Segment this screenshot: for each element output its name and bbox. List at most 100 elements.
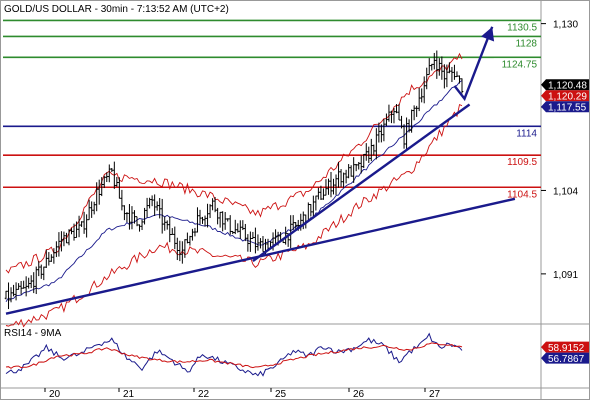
ohlc-bar: [223, 212, 227, 230]
ohlc-bar: [445, 64, 449, 88]
ohlc-bar: [181, 241, 184, 264]
ohlc-bar: [425, 67, 429, 90]
ohlc-bar: [203, 215, 207, 227]
ohlc-bar: [138, 224, 141, 232]
ohlc-bar: [375, 128, 378, 160]
ohlc-bar: [395, 104, 398, 114]
ohlc-bar: [329, 171, 333, 198]
ohlc-bar: [4, 290, 8, 300]
ohlc-bar: [148, 197, 151, 209]
level-label-bg: [499, 188, 539, 200]
ohlc-bar: [123, 205, 126, 221]
rsi-tag: [541, 352, 589, 364]
ohlc-bar: [322, 188, 325, 200]
ohlc-bar: [208, 204, 212, 219]
ohlc-bar: [226, 218, 230, 222]
ohlc-bar: [284, 226, 287, 245]
ohlc-bar: [334, 174, 338, 195]
ohlc-bar: [301, 211, 305, 230]
ohlc-bar: [332, 178, 335, 195]
ohlc-bar: [128, 204, 131, 230]
ohlc-bar: [231, 230, 235, 235]
ohlc-bar: [236, 223, 240, 233]
ohlc-bar: [241, 220, 245, 231]
ohlc-bar: [380, 124, 383, 143]
ohlc-bar: [150, 195, 154, 207]
ohlc-bar: [354, 163, 358, 172]
ohlc-bar: [118, 177, 121, 199]
ohlc-bar: [9, 287, 13, 303]
level-label: 1114: [516, 128, 537, 139]
ohlc-bar: [430, 63, 434, 71]
ohlc-bar: [435, 50, 439, 79]
ohlc-bar: [67, 229, 71, 246]
ohlc-bar: [216, 207, 219, 225]
ohlc-bar: [211, 198, 214, 211]
ohlc-bar: [319, 185, 323, 200]
ohlc-bar: [390, 110, 393, 124]
ohlc-bar: [460, 78, 464, 94]
ohlc-bar: [85, 214, 88, 238]
ohlc-bar: [400, 115, 403, 129]
ohlc-bar: [377, 122, 381, 143]
ohlc-bar: [191, 228, 194, 241]
ohlc-bar: [344, 169, 348, 184]
ohlc-bar: [420, 88, 423, 103]
ohlc-bar: [228, 215, 232, 235]
ohlc-bar: [317, 187, 320, 200]
ohlc-bar: [453, 64, 456, 80]
ohlc-bar: [415, 105, 418, 117]
ohlc-bar: [244, 223, 247, 242]
ohlc-bar: [27, 277, 30, 289]
ohlc-bar: [143, 207, 146, 225]
ohlc-bar: [312, 195, 315, 217]
ohlc-bar: [364, 143, 368, 161]
ohlc-bar: [357, 161, 361, 170]
ohlc-bar: [153, 194, 156, 216]
level-label-bg: [499, 21, 539, 33]
ohlc-bar: [55, 241, 58, 258]
ohlc-bar: [201, 216, 204, 224]
bollinger-band: [5, 103, 463, 328]
ohlc-bar: [165, 220, 169, 230]
ohlc-bar: [17, 283, 20, 290]
ohlc-bar: [402, 124, 406, 149]
ohlc-bar: [173, 226, 177, 250]
ohlc-bar: [259, 238, 262, 249]
ohlc-bar: [57, 232, 61, 257]
ohlc-bar: [254, 227, 257, 254]
ohlc-bar: [24, 276, 28, 297]
ohlc-bar: [213, 197, 217, 213]
ohlc-bar: [145, 197, 149, 218]
ohlc-bar: [133, 210, 136, 224]
ohlc-bar: [291, 215, 295, 230]
level-label-bg: [510, 37, 539, 49]
chart-title: GOLD/US DOLLAR - 30min - 7:13:52 AM (UTC…: [4, 4, 229, 15]
price-tag-label: 1,120.29: [548, 92, 587, 103]
time-tick-label: 20: [49, 389, 61, 400]
ohlc-bar: [342, 172, 345, 188]
price-tick-label: 1,130: [553, 20, 578, 31]
ohlc-bar: [337, 161, 340, 188]
ohlc-bar: [97, 179, 101, 205]
ohlc-bar: [186, 232, 189, 244]
ohlc-bar: [193, 227, 197, 237]
ohlc-bar: [12, 284, 15, 297]
ohlc-bar: [107, 164, 111, 183]
level-label: 1104.5: [507, 189, 537, 200]
ohlc-bar: [256, 234, 260, 251]
ohlc-bar: [382, 118, 386, 142]
ohlc-bar: [392, 107, 396, 124]
ohlc-bar: [455, 71, 459, 78]
ohlc-bar: [39, 264, 43, 279]
ohlc-bar: [372, 144, 376, 156]
ohlc-bar: [52, 248, 56, 264]
ohlc-bar: [135, 216, 139, 227]
ohlc-bar: [349, 165, 353, 177]
ohlc-bar: [19, 280, 23, 295]
ohlc-bar: [233, 219, 237, 235]
ohlc-bar: [458, 75, 461, 84]
ohlc-bar: [120, 189, 124, 211]
ohlc-bar: [412, 105, 416, 121]
